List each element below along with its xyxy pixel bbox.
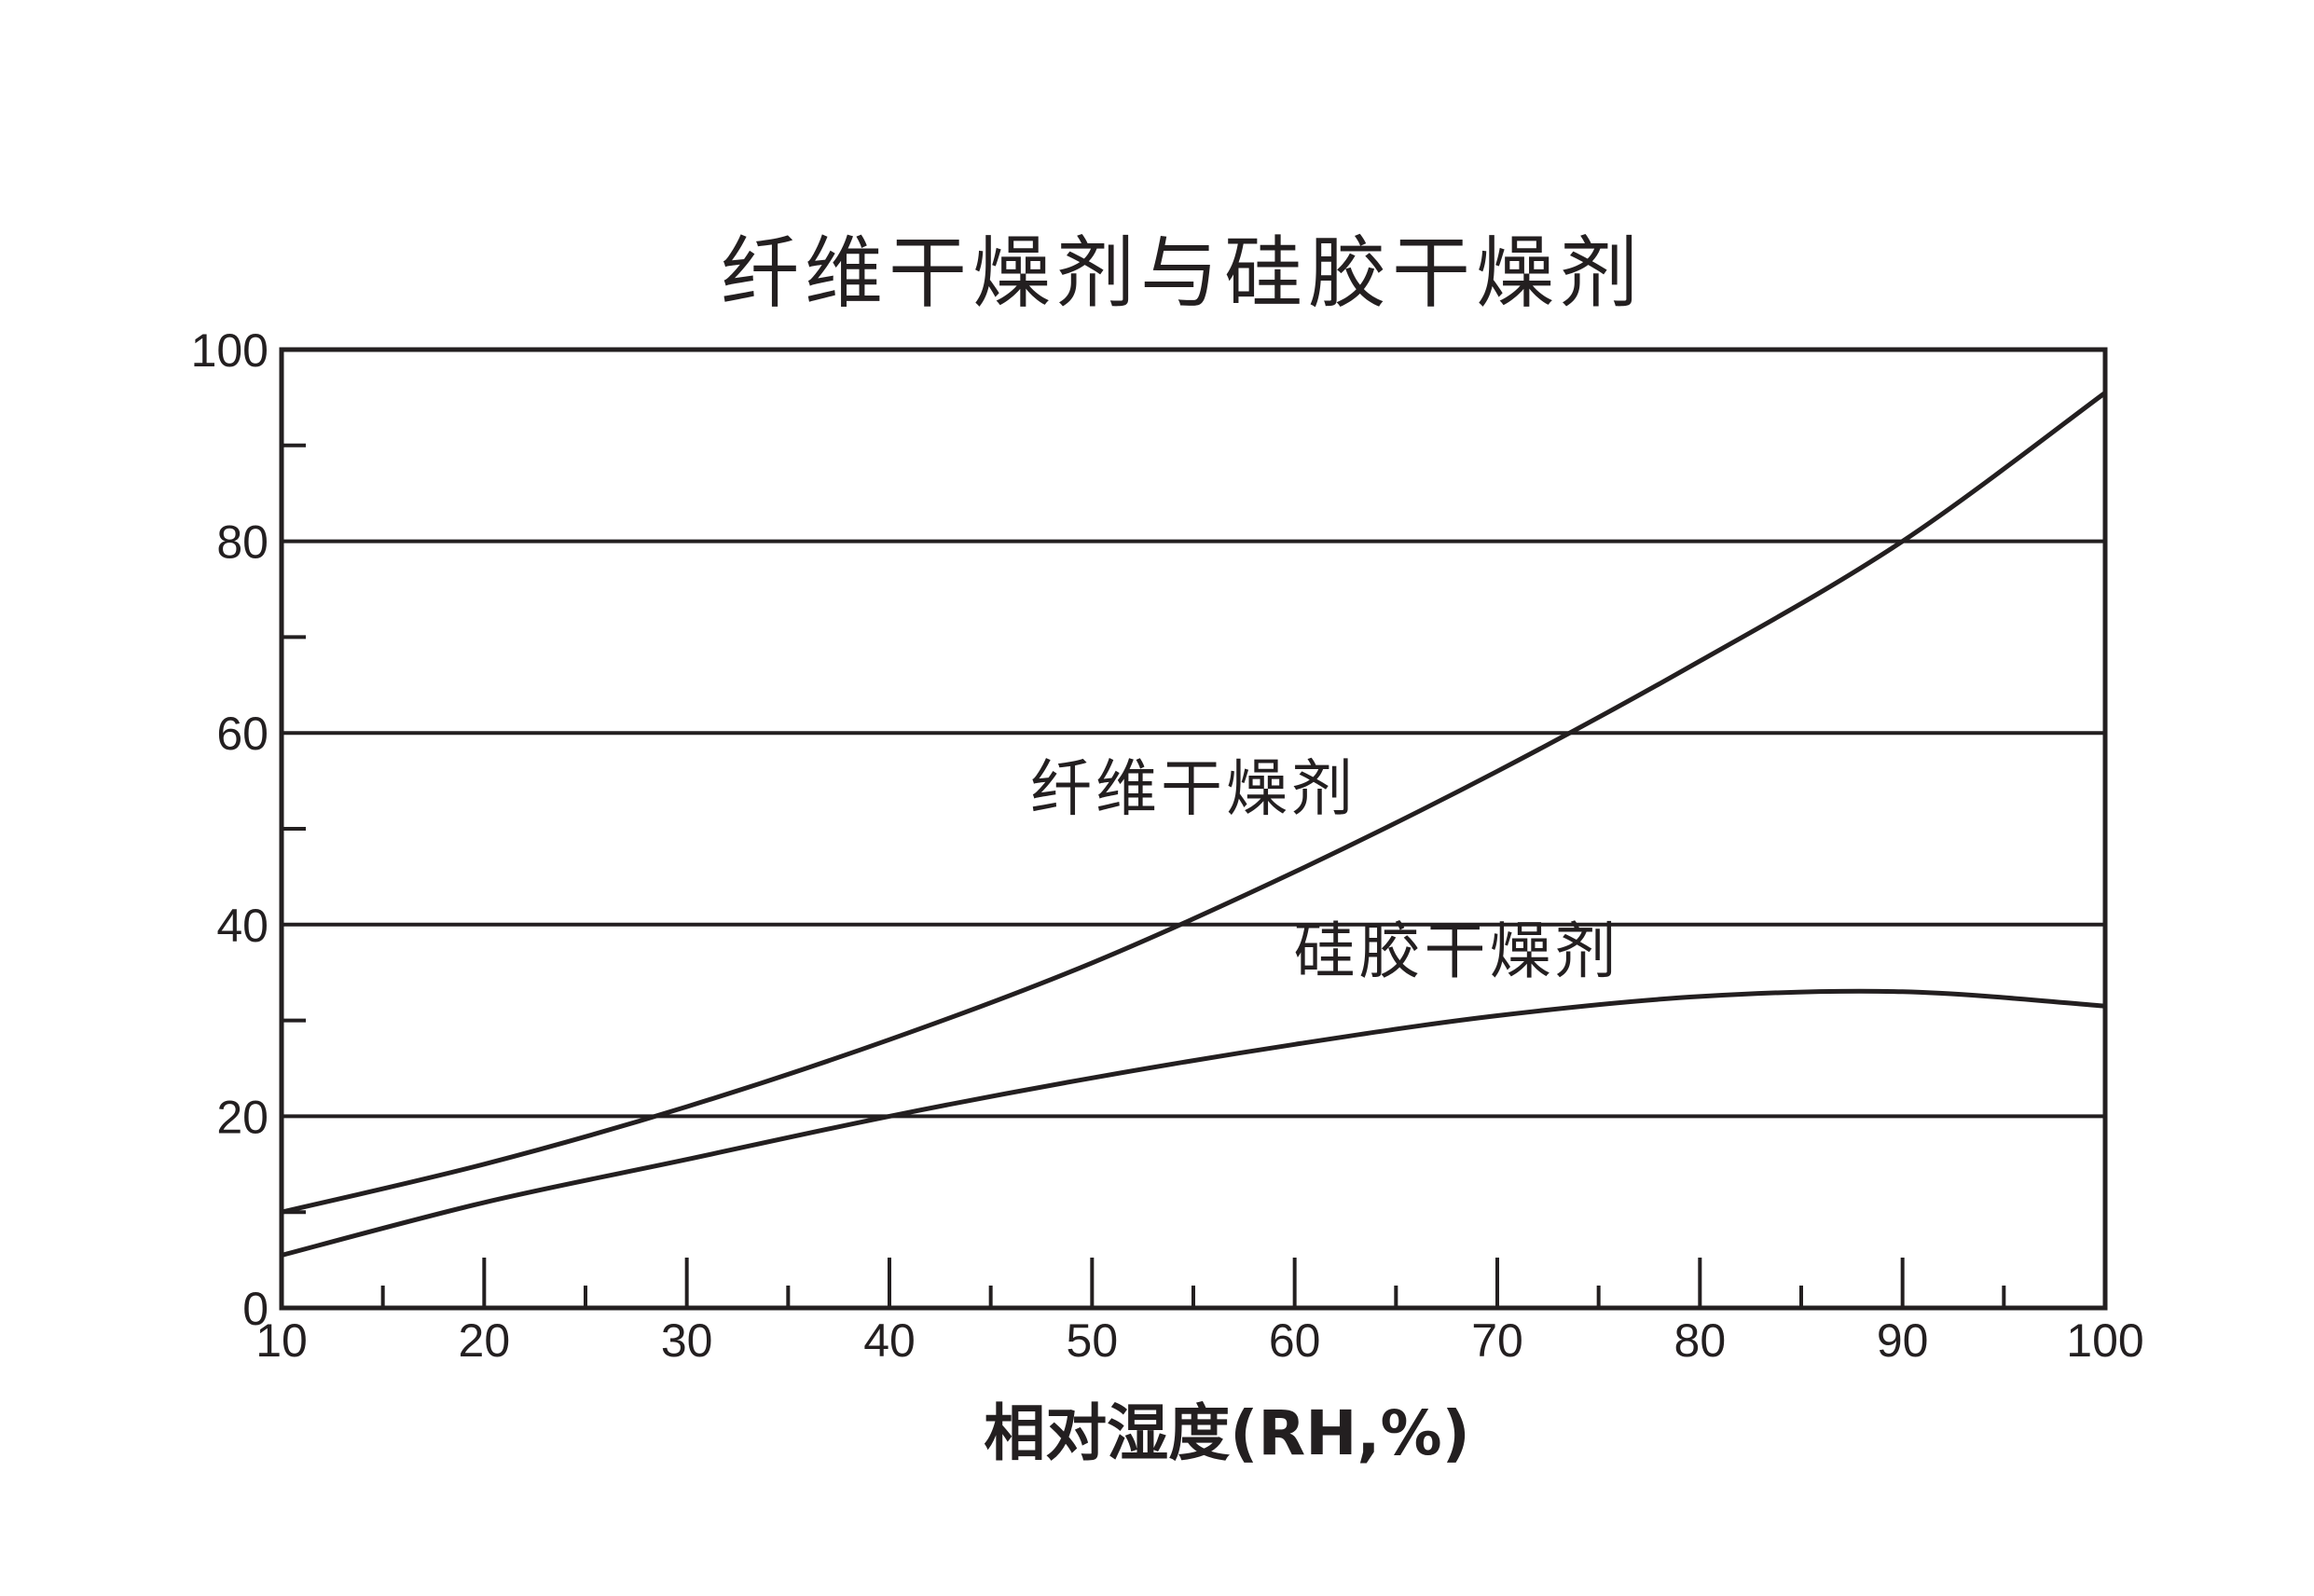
series-line-1 [281, 391, 2107, 1215]
x-tick-label-60: 60 [1269, 1314, 1321, 1367]
chart-title: 纤维干燥剂与硅胶干燥剂 [721, 227, 1644, 319]
tick-layer [282, 443, 2006, 1308]
y-tick-label-60: 60 [216, 708, 269, 760]
x-tick-label-80: 80 [1674, 1314, 1727, 1367]
series-label-2: 硅胶干燥剂 [1294, 915, 1620, 987]
x-tick-label-100: 100 [2066, 1314, 2143, 1367]
y-tick-label-100: 100 [191, 324, 269, 377]
series-line-2 [281, 988, 2106, 1258]
y-tick-label-0: 0 [242, 1283, 269, 1335]
x-tick-label-90: 90 [1877, 1314, 1929, 1367]
x-axis-label: 相对湿度(RH,%) [984, 1397, 1470, 1469]
x-tick-label-70: 70 [1471, 1314, 1523, 1367]
x-tick-label-10: 10 [255, 1314, 308, 1367]
y-tick-label-40: 40 [216, 900, 269, 952]
y-tick-label-80: 80 [216, 516, 269, 569]
x-tick-label-50: 50 [1067, 1314, 1119, 1367]
series-label-1: 纤维干燥剂 [1030, 752, 1357, 824]
grid-layer [282, 539, 2105, 1119]
plot-frame [279, 347, 2108, 1311]
x-tick-label-20: 20 [459, 1314, 511, 1367]
series-layer [281, 391, 2107, 1258]
x-tick-label-30: 30 [661, 1314, 713, 1367]
label-layer: 0 20 40 60 80 100 10 20 30 40 50 60 70 80 90 100 纤维干燥剂硅胶… [191, 324, 2144, 1367]
x-tick-label-40: 40 [863, 1314, 916, 1367]
y-tick-label-20: 20 [216, 1091, 269, 1143]
